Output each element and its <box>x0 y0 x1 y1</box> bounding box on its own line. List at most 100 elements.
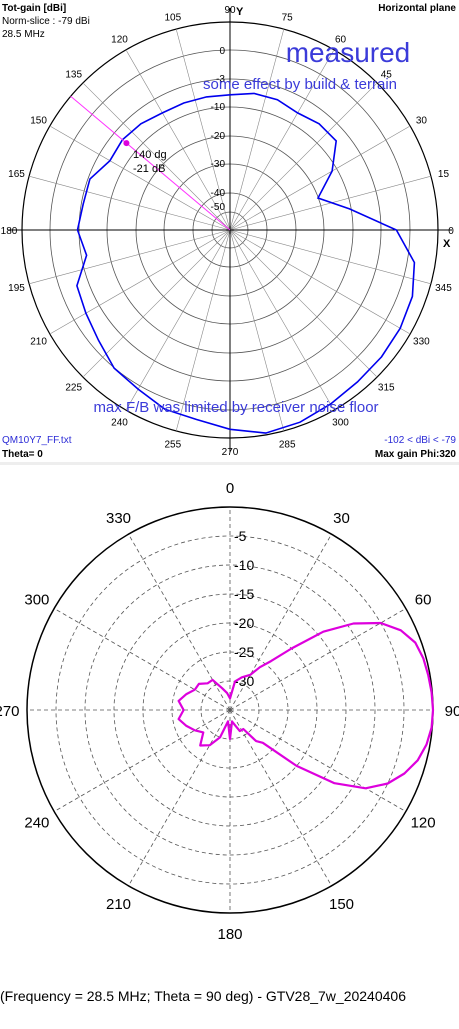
angle-label: 330 <box>106 510 131 527</box>
grid-spoke <box>29 229 231 285</box>
simulated-series <box>177 621 435 790</box>
radial-label: -15 <box>234 586 254 602</box>
grid-spoke <box>229 49 335 231</box>
grid-ring <box>84 564 376 856</box>
grid-spoke <box>229 229 335 411</box>
radial-label: -30 <box>234 673 254 689</box>
marker-dot <box>123 140 130 147</box>
grid-spoke <box>29 175 231 231</box>
header-title: Tot-gain [dBi] <box>2 3 66 14</box>
footer-filename: QM10Y7_FF.txt <box>2 435 72 446</box>
grid-spoke <box>229 229 411 335</box>
grid-spoke <box>125 229 231 411</box>
angle-label: 315 <box>378 382 395 393</box>
angle-label: 15 <box>438 169 450 180</box>
simulated-angle-labels: 0 30 60 90 120 150 180 210 240 270 300 330 <box>0 480 459 943</box>
measured-polar-chart: 9075604530150345330315300285270255240225… <box>1 3 457 460</box>
simulated-polar-panel: 0 30 60 90 120 150 180 210 240 270 300 330 -5 -10 -15… <box>0 465 459 1024</box>
grid-spoke <box>125 49 231 231</box>
radial-label: 0 <box>219 46 225 57</box>
angle-label: 90 <box>224 5 236 16</box>
grid-spoke <box>229 533 332 711</box>
axis-label-x: X <box>443 238 451 250</box>
grid-spoke <box>128 533 231 711</box>
radial-label: -20 <box>211 131 226 142</box>
radial-label: -20 <box>234 615 254 631</box>
grid-spoke <box>229 229 285 431</box>
simulated-grid <box>26 506 434 914</box>
angle-label: 30 <box>333 510 350 527</box>
grid-spoke <box>229 29 285 231</box>
grid-spoke <box>229 229 378 378</box>
marker-line <box>70 95 231 231</box>
grid-spoke <box>175 229 231 431</box>
grid-spoke <box>175 29 231 231</box>
angle-label: 165 <box>8 169 25 180</box>
grid-spoke <box>229 229 431 285</box>
simulated-polar-chart: 0 30 60 90 120 150 180 210 240 270 300 330 -5 -10 -15… <box>0 480 459 943</box>
measured-grid <box>8 8 452 452</box>
simulated-pattern-line <box>177 621 435 790</box>
radial-label: -10 <box>211 102 226 113</box>
radial-label: -5 <box>234 528 247 544</box>
angle-label: 120 <box>411 815 436 832</box>
angle-label: 120 <box>111 35 128 46</box>
angle-label: 255 <box>164 439 181 450</box>
angle-label: 345 <box>435 283 452 294</box>
measured-marker <box>70 95 231 231</box>
grid-spoke <box>82 229 231 378</box>
header-norm-slice: Norm-slice : -79 dBi <box>2 16 90 27</box>
angle-label: 225 <box>65 382 82 393</box>
angle-label: 330 <box>413 337 430 348</box>
radial-label: -50 <box>211 202 226 213</box>
radial-label: -10 <box>234 557 254 573</box>
annotation-build-terrain: some effect by build & terrain <box>203 76 397 93</box>
angle-label: 0 <box>226 480 234 497</box>
angle-label: 75 <box>282 13 294 24</box>
angle-label: 300 <box>24 592 49 609</box>
measured-angle-labels: 9075604530150345330315300285270255240225… <box>1 5 455 458</box>
marker-angle-label: 140 dg <box>133 149 167 161</box>
angle-label: 150 <box>30 116 47 127</box>
measured-radial-labels: 0 -3 -10 -20 -30 -40 -50 <box>211 46 226 213</box>
angle-label: 210 <box>30 337 47 348</box>
angle-label: 270 <box>0 703 20 720</box>
grid-spoke <box>229 82 378 231</box>
grid-ring <box>55 535 405 885</box>
annotation-noise-floor: max F/B was limited by receiver noise fl… <box>93 399 378 416</box>
grid-spoke <box>82 82 231 231</box>
grid-spoke <box>128 709 231 887</box>
panel-divider <box>0 462 459 465</box>
footer-theta: Theta= 0 <box>2 449 43 460</box>
angle-label: 105 <box>164 13 181 24</box>
angle-label: 90 <box>445 703 459 720</box>
angle-label: 45 <box>381 70 393 81</box>
angle-label: 180 <box>217 926 242 943</box>
header-plane: Horizontal plane <box>378 3 456 14</box>
grid-spoke <box>53 709 231 812</box>
angle-label: 195 <box>8 283 25 294</box>
grid-spoke <box>49 229 231 335</box>
header-frequency: 28.5 MHz <box>2 29 45 40</box>
angle-label: 60 <box>335 35 347 46</box>
grid-spoke <box>49 125 231 231</box>
angle-label: 0 <box>448 226 454 237</box>
axis-label-y: Y <box>236 6 244 18</box>
grid-spoke <box>229 608 407 711</box>
radial-label: -3 <box>216 74 225 85</box>
angle-label: 180 <box>1 226 18 237</box>
angle-label: 150 <box>329 896 354 913</box>
angle-label: 210 <box>106 896 131 913</box>
angle-label: 30 <box>416 116 428 127</box>
grid-spoke <box>53 608 231 711</box>
radial-label: -40 <box>211 188 226 199</box>
footer-gain-range: -102 < dBi < -79 <box>384 435 456 446</box>
angle-label: 240 <box>111 417 128 428</box>
angle-label: 285 <box>279 439 296 450</box>
footer-max-gain: Max gain Phi:320 <box>375 449 457 460</box>
angle-label: 240 <box>24 815 49 832</box>
simulated-radial-labels: -5 -10 -15 -20 -25 -30 <box>234 528 254 689</box>
angle-label: 270 <box>222 447 239 458</box>
annotation-measured: measured <box>286 37 411 68</box>
angle-label: 300 <box>332 417 349 428</box>
